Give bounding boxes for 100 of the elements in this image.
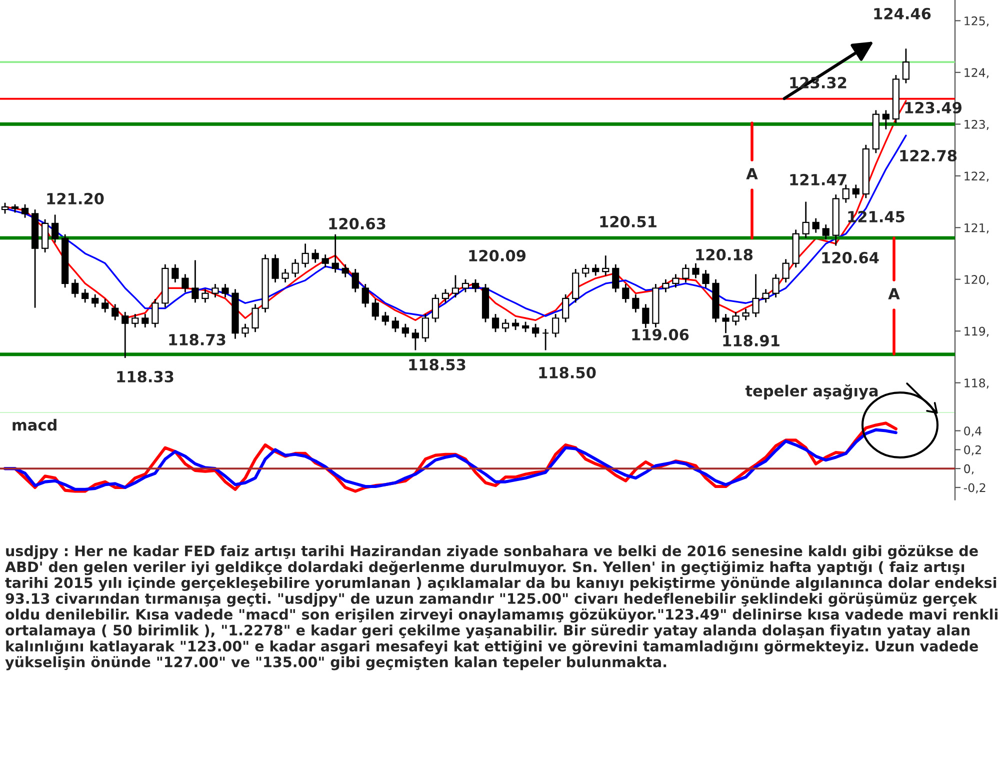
candlestick: [492, 313, 500, 333]
candlestick: [612, 264, 620, 293]
y-tick-label: 121,: [964, 223, 988, 234]
candlestick: [142, 313, 149, 328]
annotation: A: [888, 288, 900, 300]
y-tick-label: 0,: [964, 464, 974, 474]
candlestick: [112, 303, 119, 321]
candlestick: [242, 323, 249, 338]
annotation: tepeler aşağıya: [745, 384, 878, 400]
candlestick: [122, 311, 129, 359]
candlestick: [72, 278, 79, 298]
candlestick: [302, 242, 309, 268]
candlestick: [272, 254, 279, 284]
candlestick: [632, 294, 640, 314]
candlestick: [392, 316, 399, 333]
y-tick-label: 125,: [964, 16, 988, 27]
y-tick-label: 0,2: [964, 445, 981, 456]
chart-title: macd: [12, 418, 56, 431]
candlestick: [692, 262, 700, 279]
candlestick: [1, 202, 9, 214]
candlestick: [192, 259, 199, 304]
candlestick: [802, 201, 810, 239]
candlestick: [532, 323, 540, 338]
candlestick: [52, 214, 59, 244]
annotation: 120.51: [600, 216, 656, 228]
candlestick: [82, 288, 89, 304]
candlestick: [212, 283, 219, 298]
candlestick: [622, 283, 630, 304]
candlestick: [642, 303, 650, 329]
annotation: 118.33: [117, 370, 174, 382]
candlestick: [21, 204, 29, 218]
annotation: 120.18: [696, 248, 753, 260]
annotation: 118.91: [723, 334, 780, 346]
candlestick: [352, 268, 359, 293]
candlestick: [462, 278, 470, 293]
candlestick: [292, 258, 299, 278]
candlestick: [102, 298, 109, 314]
candlestick: [502, 318, 510, 333]
annotation: 120.63: [329, 218, 386, 230]
y-tick-label: -0,2: [964, 483, 986, 494]
candlestick: [902, 48, 910, 84]
annotation: 121.20: [47, 192, 104, 204]
candlestick: [552, 313, 560, 338]
candlestick: [762, 288, 770, 304]
candlestick: [412, 328, 419, 351]
candlestick: [672, 273, 680, 288]
annotation: A: [746, 168, 758, 180]
y-tick-label: 123,: [964, 120, 988, 130]
candlestick: [732, 311, 740, 326]
candlestick: [602, 254, 610, 276]
candlestick: [562, 294, 570, 323]
candlestick: [332, 234, 339, 274]
candlestick: [842, 184, 850, 204]
candlestick: [222, 283, 229, 298]
y-tick-label: 118,: [964, 378, 988, 389]
candlestick: [592, 264, 600, 276]
candlestick: [542, 328, 550, 351]
candlestick: [132, 313, 139, 328]
annotation: 121.47: [790, 174, 846, 186]
candlestick: [402, 323, 409, 338]
y-tick-label: 0,4: [964, 426, 982, 437]
candlestick: [152, 298, 159, 328]
candlestick: [252, 303, 259, 333]
candlestick: [512, 318, 520, 331]
candlestick: [92, 294, 99, 308]
candlestick: [422, 313, 430, 343]
candlestick: [282, 268, 289, 284]
candlestick: [782, 258, 790, 284]
y-tick-label: 119,: [964, 326, 988, 337]
candlestick: [752, 273, 760, 318]
candlestick: [722, 313, 730, 334]
y-tick-label: 124,: [964, 68, 988, 78]
annotation: 118.53: [409, 358, 466, 370]
candlestick: [662, 278, 670, 293]
candlestick: [452, 274, 460, 298]
y-tick-label: 122,: [964, 172, 988, 182]
annotation: 118.73: [169, 334, 226, 346]
candlestick: [742, 308, 750, 321]
annotation: 119.06: [632, 328, 689, 340]
candlestick: [432, 294, 440, 323]
annotation: 120.64: [822, 252, 879, 264]
candlestick: [882, 109, 890, 130]
candlestick: [372, 298, 379, 321]
candlestick: [442, 288, 450, 304]
y-tick-label: 120,: [964, 275, 988, 286]
text: usdjpy : Her ne kadar FED faiz artışı tarihi Hazirandan ziyade sonbahara ve belki de 2016 senesine kaldı gibi gözükse de ABD' den gelen veriler iyi geldikçe dolardaki değerlenme durulmuyor. Sn. Yellen' in geçtiğimiz hafta yaptığı ( faiz artışı tarihi 2015 yılı içinde gerçekleşebilire yorumlanan ) açıklamalar da bu kanıyı pekiştirme yönünde algılanınca dolar endeksi 93.13 civarından tırmanışa geçti. "usdjpy" de uzun zamandır "125.00" civarı hedeflenebilir şeklindeki görüşümüz gerçek oldu denilebilir. Kısa vadede "macd" son erişilen zirveyi onaylamamış gözüküyor."123.49" delinirse kısa vadede mavi renkli ortalamaya ( 50 birimlik ), "1.2278" e kadar geri çekilme yaşanabilir. Bir süredir yatay alanda dolaşan fiyatın yatay alan kalınlığını katlayarak "123.00" e kadar asgari mesafeyi kat ettiğini ve görevini tamamladığını görmekteyiz. Uzun vadede yükselişin önünde "127.00" ve "135.00" gibi geçmişten kalan tepeler bulunmakta.: [5, 545, 998, 670]
annotation: 120.09: [469, 250, 526, 262]
candlestick: [202, 288, 209, 304]
candlestick: [522, 321, 530, 333]
candlestick: [362, 283, 369, 308]
annotation: 118.50: [539, 366, 596, 378]
candlestick: [382, 311, 389, 326]
candlestick: [342, 264, 349, 278]
candlestick: [172, 264, 179, 284]
candlestick: [182, 273, 189, 293]
candlestick: [772, 273, 780, 298]
candlestick: [322, 254, 329, 268]
candlestick: [582, 264, 590, 278]
candlestick: [682, 264, 690, 284]
candlestick: [702, 269, 710, 288]
